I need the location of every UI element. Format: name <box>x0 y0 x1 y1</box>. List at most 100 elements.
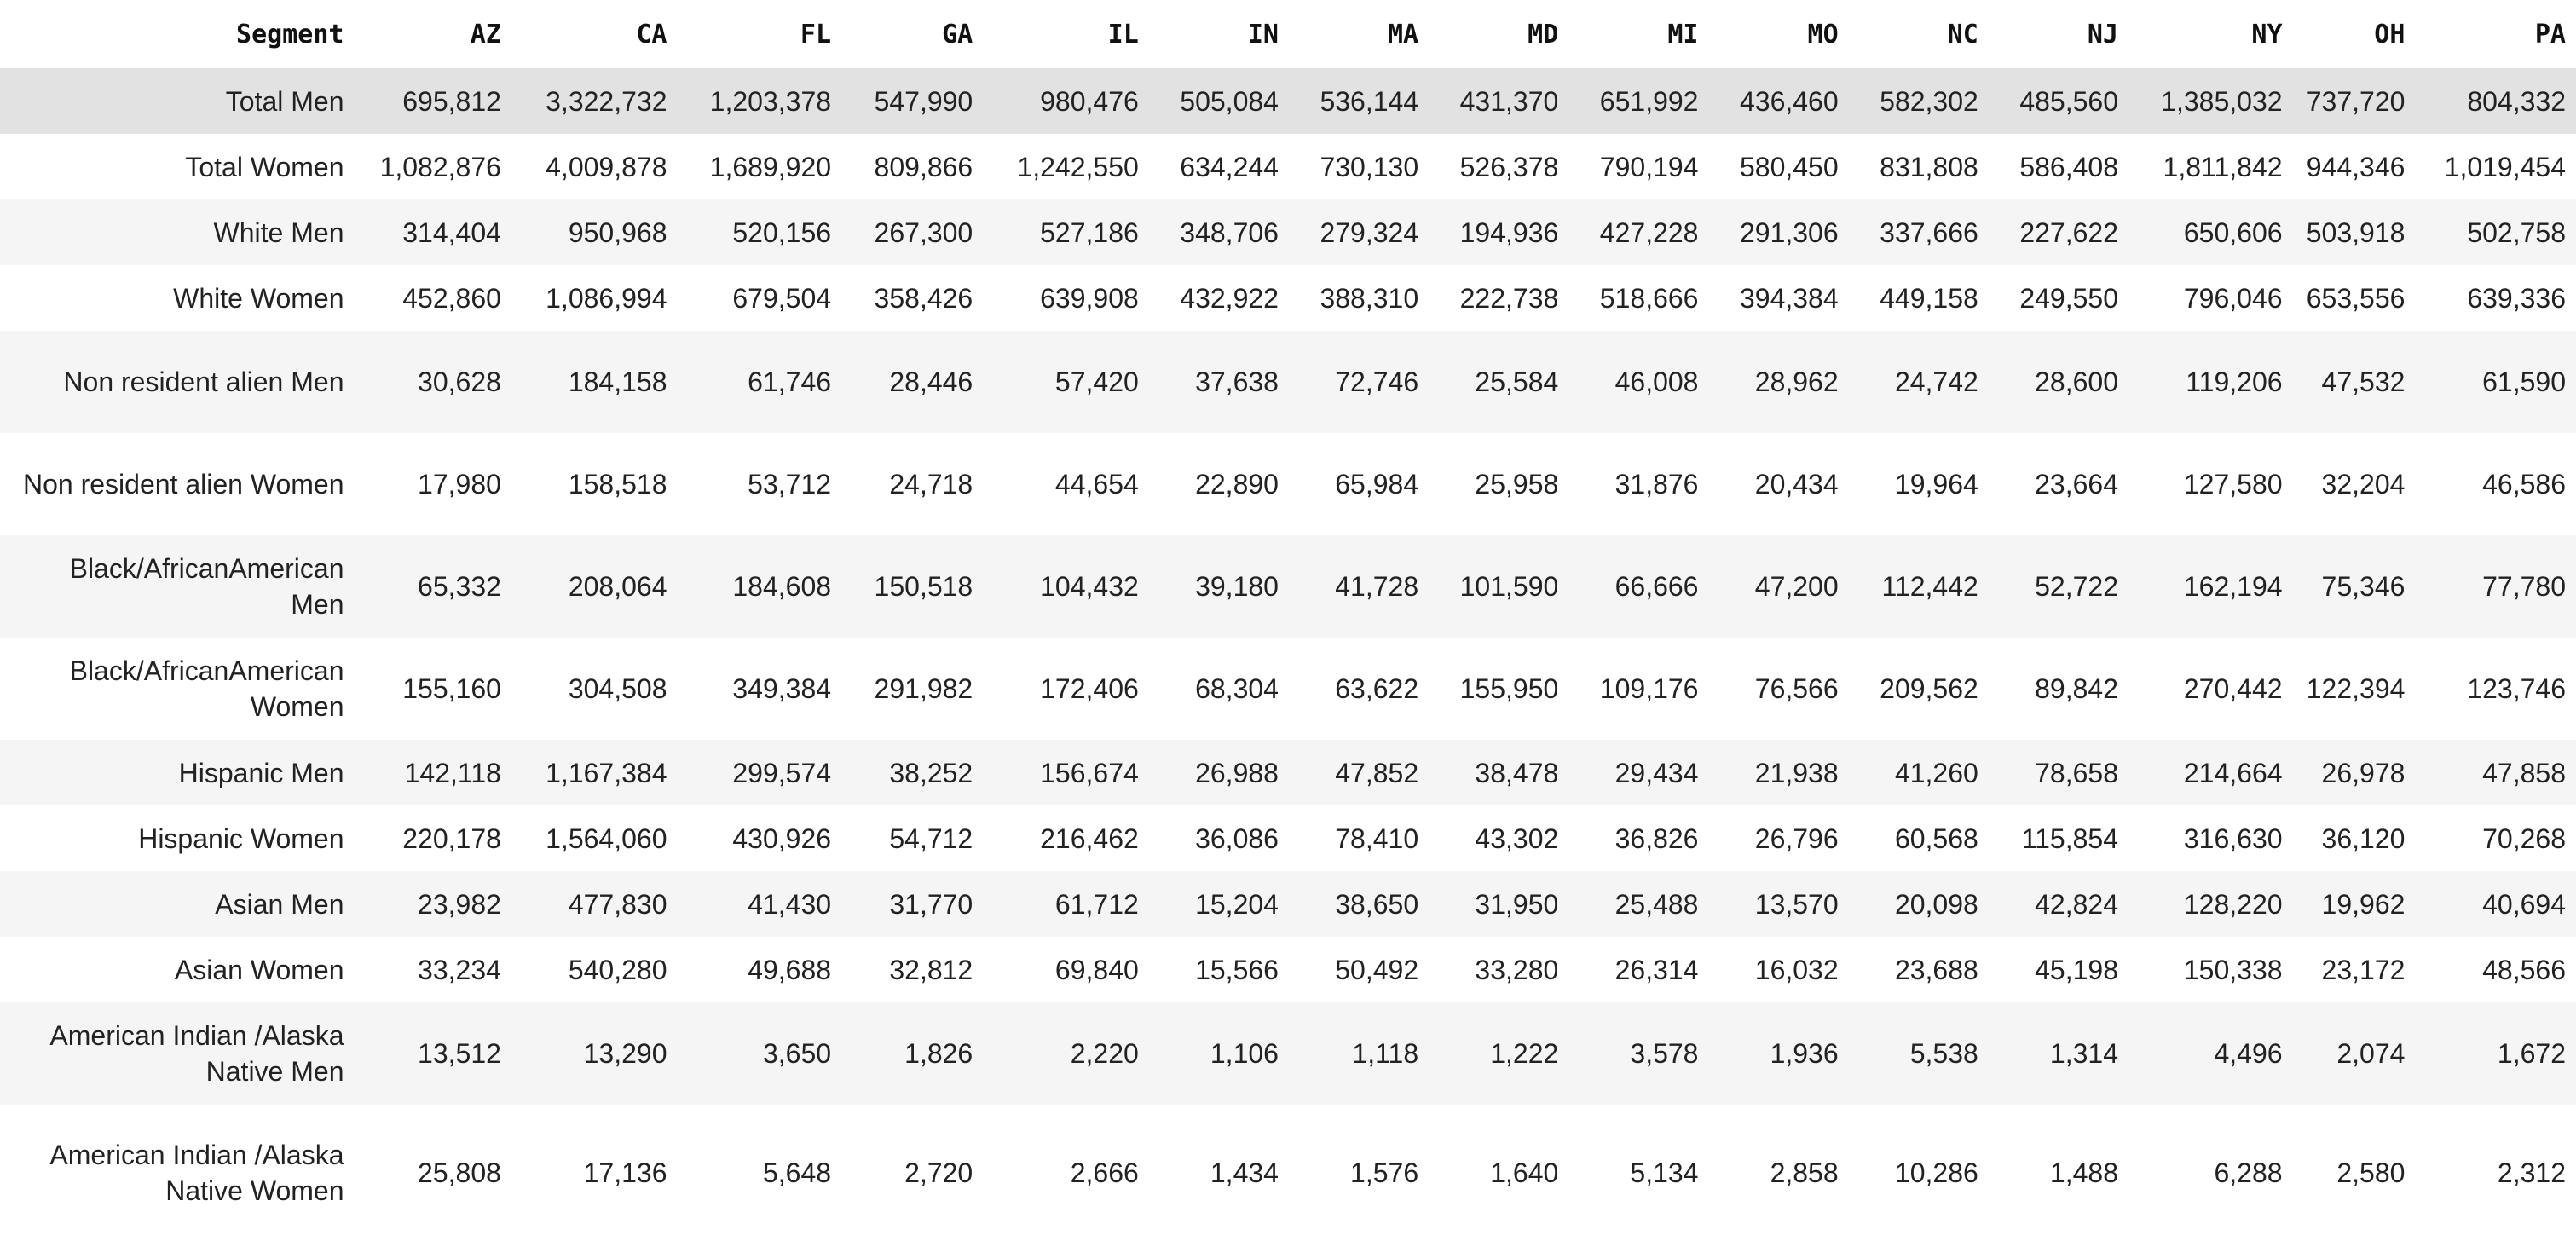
column-header-mo: MO <box>1807 19 1839 49</box>
cell-in: 432,922 <box>1180 282 1279 314</box>
cell-in: 1,434 <box>1210 1157 1279 1188</box>
cell-ca: 540,280 <box>568 954 667 985</box>
table-row[interactable]: Non resident alien Men 30,628 184,158 61,74… <box>0 331 2576 433</box>
cell-ma: 279,324 <box>1320 216 1419 248</box>
cell-ga: 24,718 <box>889 469 973 499</box>
cell-az: 30,628 <box>418 367 501 397</box>
cell-ga: 358,426 <box>874 282 973 314</box>
cell-nc: 23,688 <box>1894 954 1978 985</box>
cell-ga: 267,300 <box>874 216 973 248</box>
cell-mi: 25,488 <box>1614 888 1699 920</box>
cell-pa: 77,780 <box>2482 571 2566 602</box>
row-label: White Men <box>213 216 344 248</box>
cell-fl: 349,384 <box>732 673 832 704</box>
cell-fl: 41,430 <box>748 888 832 920</box>
column-header-az: AZ <box>470 19 501 49</box>
table-row[interactable]: American Indian /Alaska Native Men 13,512… <box>0 1002 2576 1105</box>
cell-mo: 21,938 <box>1754 757 1839 788</box>
cell-mi: 5,134 <box>1630 1157 1699 1188</box>
row-label: Black/AfricanAmerican Women <box>69 655 344 722</box>
table-row[interactable]: Hispanic Men 142,118 1,167,384 299,574 38,25… <box>0 740 2576 805</box>
cell-fl: 61,746 <box>748 367 832 397</box>
row-label: Asian Women <box>174 954 344 985</box>
cell-il: 527,186 <box>1040 216 1139 248</box>
cell-nc: 10,286 <box>1894 1157 1978 1188</box>
cell-fl: 430,926 <box>732 823 832 854</box>
cell-az: 220,178 <box>402 823 501 854</box>
cell-fl: 1,203,378 <box>709 85 832 117</box>
table-row[interactable]: Black/AfricanAmerican Men 65,332 208,064 18… <box>0 535 2576 638</box>
table-row[interactable]: Black/AfricanAmerican Women 155,160 304,50… <box>0 638 2576 740</box>
cell-pa: 47,858 <box>2482 757 2566 788</box>
cell-nc: 19,964 <box>1894 469 1978 499</box>
cell-md: 33,280 <box>1475 954 1559 985</box>
cell-in: 634,244 <box>1180 151 1279 182</box>
cell-nj: 89,842 <box>2035 673 2118 704</box>
cell-ma: 47,852 <box>1335 757 1419 788</box>
cell-il: 156,674 <box>1040 757 1139 788</box>
table-row[interactable]: American Indian /Alaska Native Women 25,8… <box>0 1105 2576 1241</box>
cell-nj: 23,664 <box>2035 469 2118 499</box>
cell-az: 142,118 <box>404 757 501 788</box>
cell-ma: 730,130 <box>1320 151 1419 182</box>
column-header-mi: MI <box>1667 19 1699 49</box>
table-row[interactable]: Asian Women 33,234 540,280 49,688 32,812 69,8… <box>0 937 2576 1002</box>
cell-az: 695,812 <box>402 85 501 117</box>
cell-il: 57,420 <box>1054 367 1139 397</box>
cell-mo: 394,384 <box>1739 282 1839 314</box>
cell-mi: 651,992 <box>1599 85 1699 117</box>
cell-pa: 70,268 <box>2482 823 2566 854</box>
cell-ca: 158,518 <box>568 469 667 499</box>
cell-md: 1,222 <box>1490 1038 1559 1069</box>
cell-ma: 65,984 <box>1335 469 1419 499</box>
cell-ca: 4,009,878 <box>546 151 667 182</box>
row-label: Non resident alien Men <box>63 367 344 397</box>
cell-mi: 26,314 <box>1614 954 1699 985</box>
cell-pa: 61,590 <box>2482 367 2566 397</box>
cell-mi: 31,876 <box>1614 469 1699 499</box>
column-header-fl: FL <box>800 19 832 49</box>
cell-nj: 52,722 <box>2035 571 2118 602</box>
cell-mo: 28,962 <box>1754 367 1839 397</box>
cell-il: 61,712 <box>1054 888 1139 920</box>
cell-ma: 50,492 <box>1335 954 1419 985</box>
table-row[interactable]: White Women 452,860 1,086,994 679,504 358,42… <box>0 265 2576 331</box>
row-label: Total Men <box>225 85 344 117</box>
table-row[interactable]: Total Men 695,812 3,322,732 1,203,378 547,99… <box>0 68 2576 134</box>
cell-ca: 184,158 <box>568 367 667 397</box>
cell-ny: 128,220 <box>2183 888 2283 920</box>
table-row[interactable]: Non resident alien Women 17,980 158,518 53,… <box>0 433 2576 535</box>
cell-fl: 184,608 <box>732 571 832 602</box>
cell-nc: 831,808 <box>1880 151 1978 182</box>
cell-nj: 249,550 <box>2019 282 2118 314</box>
cell-oh: 944,346 <box>2306 151 2406 182</box>
table-row[interactable]: White Men 314,404 950,968 520,156 267,300 527… <box>0 199 2576 265</box>
cell-ga: 54,712 <box>889 823 973 854</box>
cell-nj: 227,622 <box>2019 216 2118 248</box>
cell-mi: 109,176 <box>1599 673 1699 704</box>
cell-mi: 3,578 <box>1630 1038 1699 1069</box>
table-row[interactable]: Hispanic Women 220,178 1,564,060 430,926 54,… <box>0 805 2576 871</box>
table-row[interactable]: Total Women 1,082,876 4,009,878 1,689,920 80… <box>0 134 2576 199</box>
cell-nc: 449,158 <box>1880 282 1978 314</box>
cell-il: 980,476 <box>1040 85 1139 117</box>
cell-nj: 1,488 <box>2049 1157 2118 1188</box>
cell-il: 639,908 <box>1040 282 1139 314</box>
cell-mo: 13,570 <box>1754 888 1839 920</box>
row-label: Hispanic Women <box>138 823 344 854</box>
table-row[interactable]: Asian Men 23,982 477,830 41,430 31,770 61,712… <box>0 871 2576 937</box>
cell-ga: 291,982 <box>874 673 973 704</box>
cell-ma: 63,622 <box>1335 673 1419 704</box>
cell-ma: 78,410 <box>1335 823 1419 854</box>
cell-nj: 115,854 <box>2021 823 2118 854</box>
cell-md: 1,640 <box>1490 1157 1559 1188</box>
cell-in: 22,890 <box>1195 469 1279 499</box>
cell-md: 101,590 <box>1459 571 1559 602</box>
row-label: Non resident alien Women <box>22 469 344 499</box>
cell-md: 43,302 <box>1475 823 1559 854</box>
cell-nc: 337,666 <box>1880 216 1978 248</box>
cell-nj: 45,198 <box>2035 954 2118 985</box>
cell-ga: 547,990 <box>874 85 973 117</box>
row-label: Hispanic Men <box>178 757 344 788</box>
cell-in: 15,566 <box>1195 954 1279 985</box>
